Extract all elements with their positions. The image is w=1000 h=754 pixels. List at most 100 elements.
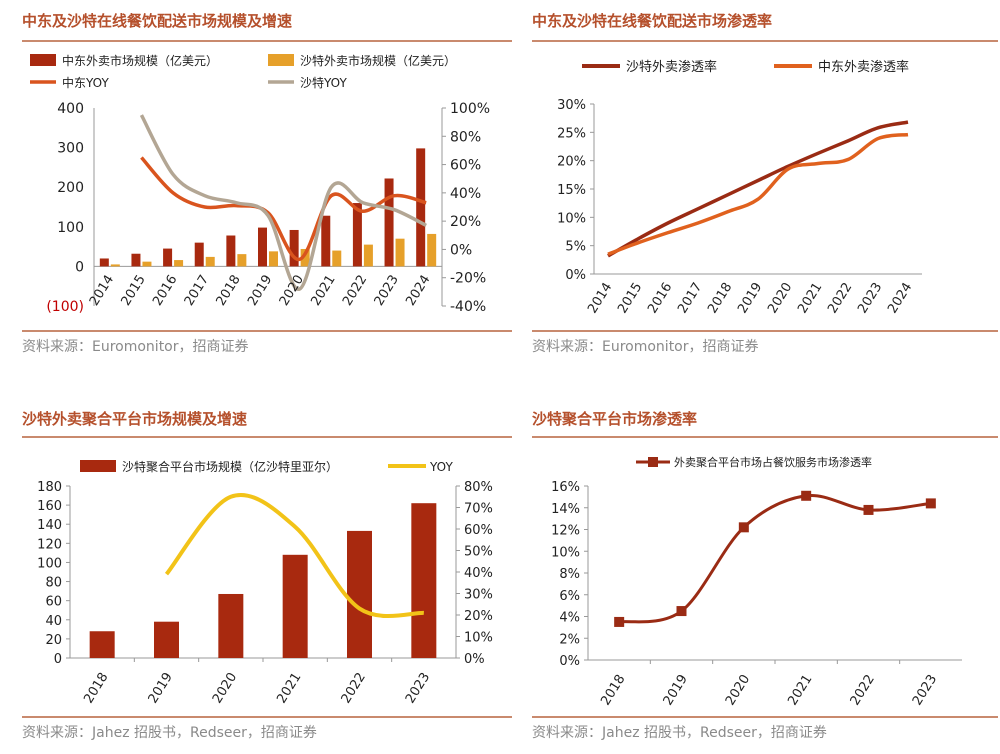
x-tick-label: 2021 xyxy=(785,672,815,708)
x-tick-label: 2014 xyxy=(87,273,117,309)
y-tick-label-right: 30% xyxy=(464,588,493,603)
data-point xyxy=(801,490,812,501)
x-tick-label: 2019 xyxy=(661,672,691,708)
bar-me-size xyxy=(131,253,141,267)
bar-aggregator-size xyxy=(411,503,437,658)
x-tick-label: 2019 xyxy=(245,273,275,309)
data-point xyxy=(738,522,749,533)
bar-sa-size xyxy=(269,251,278,267)
title-divider xyxy=(532,436,998,438)
y-tick-label: (100) xyxy=(46,299,84,315)
x-tick-label: 2016 xyxy=(645,280,675,316)
y-tick-label: 20% xyxy=(557,155,586,170)
x-tick-label: 2020 xyxy=(277,273,307,309)
panel-sa-aggregator-penetration: 沙特聚合平台市场渗透率 外卖聚合平台市场占餐饮服务市场渗透率 0% 2% 4% 6% 8%… xyxy=(532,408,998,754)
bar-aggregator-size xyxy=(89,631,115,658)
line-sa-penetration xyxy=(607,120,909,258)
y-tick-label-right: 50% xyxy=(464,545,493,560)
bar-me-size xyxy=(416,148,426,267)
y-tick-label-right: 0% xyxy=(450,242,472,258)
bar-sa-size xyxy=(300,248,310,267)
y-tick-label-right: -40% xyxy=(450,299,486,315)
y-tick-label: 25% xyxy=(557,126,586,141)
x-tick-label: 2019 xyxy=(735,280,765,316)
legend-swatch xyxy=(30,54,56,66)
legend-label: 外卖聚合平台市场占餐饮服务市场渗透率 xyxy=(674,455,872,469)
panel-me-market-size: 中东及沙特在线餐饮配送市场规模及增速 中东外卖市场规模（亿美元） 沙特外卖市场规模… xyxy=(22,10,512,360)
y-tick-label-right: 60% xyxy=(450,158,481,174)
legend-swatch xyxy=(268,54,294,66)
y-tick-label-right: 20% xyxy=(464,609,493,624)
y-tick-label: 0 xyxy=(75,259,84,275)
x-tick-label: 2021 xyxy=(795,280,825,316)
panel-title: 中东及沙特在线餐饮配送市场规模及增速 xyxy=(22,12,293,30)
y-tick-label: 16% xyxy=(551,480,580,495)
bar-sa-size xyxy=(110,264,120,267)
x-tick-label: 2017 xyxy=(182,273,212,309)
y-tick-label-right: 70% xyxy=(464,502,493,517)
legend-label: 中东外卖市场规模（亿美元） xyxy=(62,53,218,68)
panel-title: 沙特聚合平台市场渗透率 xyxy=(532,410,698,428)
bar-me-size xyxy=(258,227,267,267)
title-divider xyxy=(532,40,998,42)
y-tick-label: 0% xyxy=(559,654,580,669)
line-yoy xyxy=(164,493,424,619)
data-point xyxy=(925,498,936,509)
y-tick-label: 100 xyxy=(57,220,84,236)
y-tick-label-right: 40% xyxy=(464,566,493,581)
y-tick-label: 20 xyxy=(45,633,62,648)
y-tick-label-right: 10% xyxy=(464,631,493,646)
y-tick-label: 120 xyxy=(37,537,62,552)
y-tick-label: 180 xyxy=(37,480,62,495)
y-tick-label-right: -20% xyxy=(450,271,486,287)
x-tick-label: 2015 xyxy=(615,280,645,316)
bar-sa-size xyxy=(142,261,152,267)
bar-sa-size xyxy=(395,238,405,267)
x-tick-label: 2016 xyxy=(150,273,180,309)
panel-penetration: 中东及沙特在线餐饮配送市场渗透率 沙特外卖渗透率 中东外卖渗透率 0% 5% 10% 15… xyxy=(532,10,998,360)
legend-label: 中东YOY xyxy=(62,75,109,90)
x-tick-label: 2019 xyxy=(146,670,176,706)
x-tick-label: 2022 xyxy=(848,672,878,708)
source-divider xyxy=(532,330,998,332)
data-point xyxy=(863,504,874,515)
y-tick-label: 10% xyxy=(557,211,586,226)
x-tick-label: 2021 xyxy=(274,670,304,706)
x-tick-label: 2020 xyxy=(765,280,795,316)
bar-sa-size xyxy=(174,260,184,267)
bar-me-size xyxy=(352,203,362,267)
bar-sa-size xyxy=(237,254,247,267)
y-tick-label: 2% xyxy=(559,632,580,647)
y-tick-label: 160 xyxy=(37,499,62,514)
title-divider xyxy=(22,40,512,42)
panel-sa-aggregator-size: 沙特外卖聚合平台市场规模及增速 沙特聚合平台市场规模（亿沙特里亚尔） YOY 0 20… xyxy=(22,408,512,754)
line-sa-yoy xyxy=(139,114,427,291)
x-tick-label: 2018 xyxy=(598,672,628,708)
x-tick-label: 2015 xyxy=(119,273,149,309)
x-tick-label: 2020 xyxy=(723,672,753,708)
y-tick-label: 12% xyxy=(551,524,580,539)
y-tick-label-right: 80% xyxy=(450,129,481,145)
x-tick-label: 2020 xyxy=(210,670,240,706)
y-tick-label-right: 0% xyxy=(464,652,485,667)
legend-marker xyxy=(648,457,658,467)
chart-sa-aggregator-size: 沙特聚合平台市场规模（亿沙特里亚尔） YOY 0 20 40 60 80 100 120 140 1… xyxy=(37,459,493,706)
y-tick-label: 80 xyxy=(45,576,62,591)
chart-sa-aggregator-penetration: 外卖聚合平台市场占餐饮服务市场渗透率 0% 2% 4% 6% 8% 10% 12% 14% 16%… xyxy=(551,455,962,708)
y-tick-label: 10% xyxy=(551,545,580,560)
line-aggregator-penetration xyxy=(618,493,932,624)
x-tick-label: 2018 xyxy=(705,280,735,316)
y-tick-label: 60 xyxy=(45,595,62,610)
x-tick-label: 2014 xyxy=(585,280,615,316)
bar-aggregator-size xyxy=(282,554,308,658)
bar-me-size xyxy=(384,178,394,267)
y-tick-label: 15% xyxy=(557,183,586,198)
bar-me-size xyxy=(194,242,204,267)
y-tick-label: 40 xyxy=(45,614,62,629)
source-divider xyxy=(22,716,512,718)
panel-title: 沙特外卖聚合平台市场规模及增速 xyxy=(22,410,248,428)
y-tick-label: 6% xyxy=(559,589,580,604)
title-divider xyxy=(22,436,512,438)
x-tick-label: 2018 xyxy=(213,273,243,309)
